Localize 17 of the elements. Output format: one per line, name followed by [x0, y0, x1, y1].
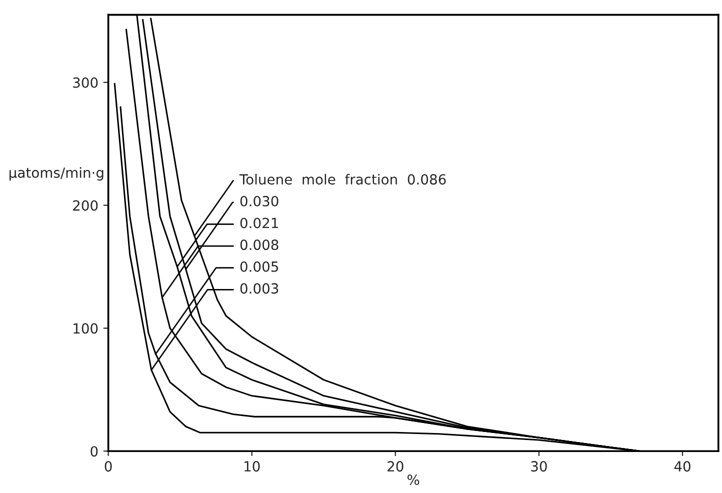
- x-tick-label: 20: [388, 461, 404, 472]
- x-axis-title: %: [408, 474, 420, 486]
- x-tick-label: 10: [244, 461, 260, 472]
- y-tick-label: 200: [73, 200, 98, 211]
- y-axis-title: μatoms/min·g: [10, 167, 104, 181]
- annotation: 0.005: [240, 261, 278, 272]
- annotation: 0.021: [240, 218, 278, 228]
- y-tick-label: 300: [73, 77, 98, 88]
- y-tick-label: 100: [74, 323, 98, 334]
- x-tick-label: 0: [104, 461, 112, 472]
- x-tick-label: 30: [531, 461, 547, 472]
- y-tick-label: 0: [90, 446, 98, 457]
- x-tick-label: 40: [674, 461, 690, 472]
- annotation: Toluene mole fraction 0.086: [239, 174, 446, 185]
- annotation: 0.008: [240, 240, 278, 250]
- annotation: 0.030: [240, 196, 278, 206]
- annotation: 0.003: [240, 283, 278, 294]
